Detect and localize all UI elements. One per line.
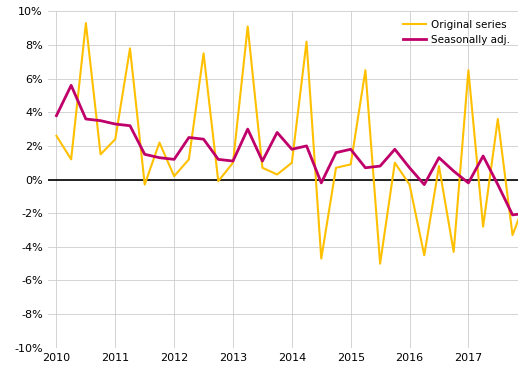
Seasonally adj. bbox=[391, 147, 398, 152]
Original series bbox=[274, 172, 280, 177]
Original series bbox=[244, 24, 251, 29]
Seasonally adj. bbox=[244, 127, 251, 132]
Original series bbox=[156, 140, 162, 145]
Seasonally adj. bbox=[304, 144, 310, 148]
Legend: Original series, Seasonally adj.: Original series, Seasonally adj. bbox=[400, 17, 513, 48]
Original series bbox=[333, 166, 339, 170]
Original series bbox=[465, 68, 471, 73]
Seasonally adj. bbox=[495, 182, 501, 187]
Seasonally adj. bbox=[289, 147, 295, 152]
Seasonally adj. bbox=[156, 155, 162, 160]
Seasonally adj. bbox=[53, 113, 60, 118]
Seasonally adj. bbox=[465, 181, 471, 185]
Original series bbox=[480, 225, 486, 229]
Seasonally adj. bbox=[83, 117, 89, 121]
Seasonally adj. bbox=[186, 135, 192, 140]
Seasonally adj. bbox=[200, 137, 207, 141]
Seasonally adj. bbox=[333, 150, 339, 155]
Original series bbox=[142, 182, 148, 187]
Seasonally adj. bbox=[451, 169, 457, 174]
Seasonally adj. bbox=[142, 152, 148, 156]
Seasonally adj. bbox=[171, 157, 177, 162]
Seasonally adj. bbox=[318, 181, 324, 185]
Line: Original series: Original series bbox=[57, 23, 529, 276]
Seasonally adj. bbox=[259, 159, 266, 163]
Original series bbox=[230, 161, 236, 165]
Original series bbox=[318, 256, 324, 261]
Original series bbox=[68, 157, 75, 162]
Original series bbox=[97, 152, 104, 156]
Original series bbox=[421, 253, 427, 257]
Seasonally adj. bbox=[97, 118, 104, 123]
Seasonally adj. bbox=[406, 166, 413, 170]
Original series bbox=[509, 233, 516, 237]
Original series bbox=[524, 194, 529, 199]
Original series bbox=[391, 161, 398, 165]
Line: Seasonally adj.: Seasonally adj. bbox=[57, 85, 529, 217]
Original series bbox=[83, 21, 89, 25]
Seasonally adj. bbox=[127, 124, 133, 128]
Seasonally adj. bbox=[68, 83, 75, 88]
Original series bbox=[406, 182, 413, 187]
Seasonally adj. bbox=[377, 164, 384, 168]
Seasonally adj. bbox=[348, 147, 354, 152]
Original series bbox=[348, 162, 354, 167]
Original series bbox=[53, 133, 60, 138]
Seasonally adj. bbox=[215, 157, 222, 162]
Seasonally adj. bbox=[274, 130, 280, 135]
Original series bbox=[186, 157, 192, 162]
Original series bbox=[362, 68, 369, 73]
Seasonally adj. bbox=[230, 159, 236, 163]
Original series bbox=[304, 39, 310, 44]
Original series bbox=[259, 166, 266, 170]
Original series bbox=[112, 137, 118, 141]
Seasonally adj. bbox=[524, 211, 529, 215]
Original series bbox=[495, 117, 501, 121]
Original series bbox=[171, 174, 177, 178]
Seasonally adj. bbox=[509, 212, 516, 217]
Original series bbox=[215, 179, 222, 183]
Seasonally adj. bbox=[421, 182, 427, 187]
Seasonally adj. bbox=[112, 122, 118, 126]
Seasonally adj. bbox=[436, 155, 442, 160]
Seasonally adj. bbox=[362, 166, 369, 170]
Original series bbox=[127, 46, 133, 51]
Original series bbox=[451, 249, 457, 254]
Original series bbox=[436, 164, 442, 168]
Original series bbox=[289, 161, 295, 165]
Original series bbox=[377, 262, 384, 266]
Seasonally adj. bbox=[480, 154, 486, 158]
Original series bbox=[200, 51, 207, 56]
